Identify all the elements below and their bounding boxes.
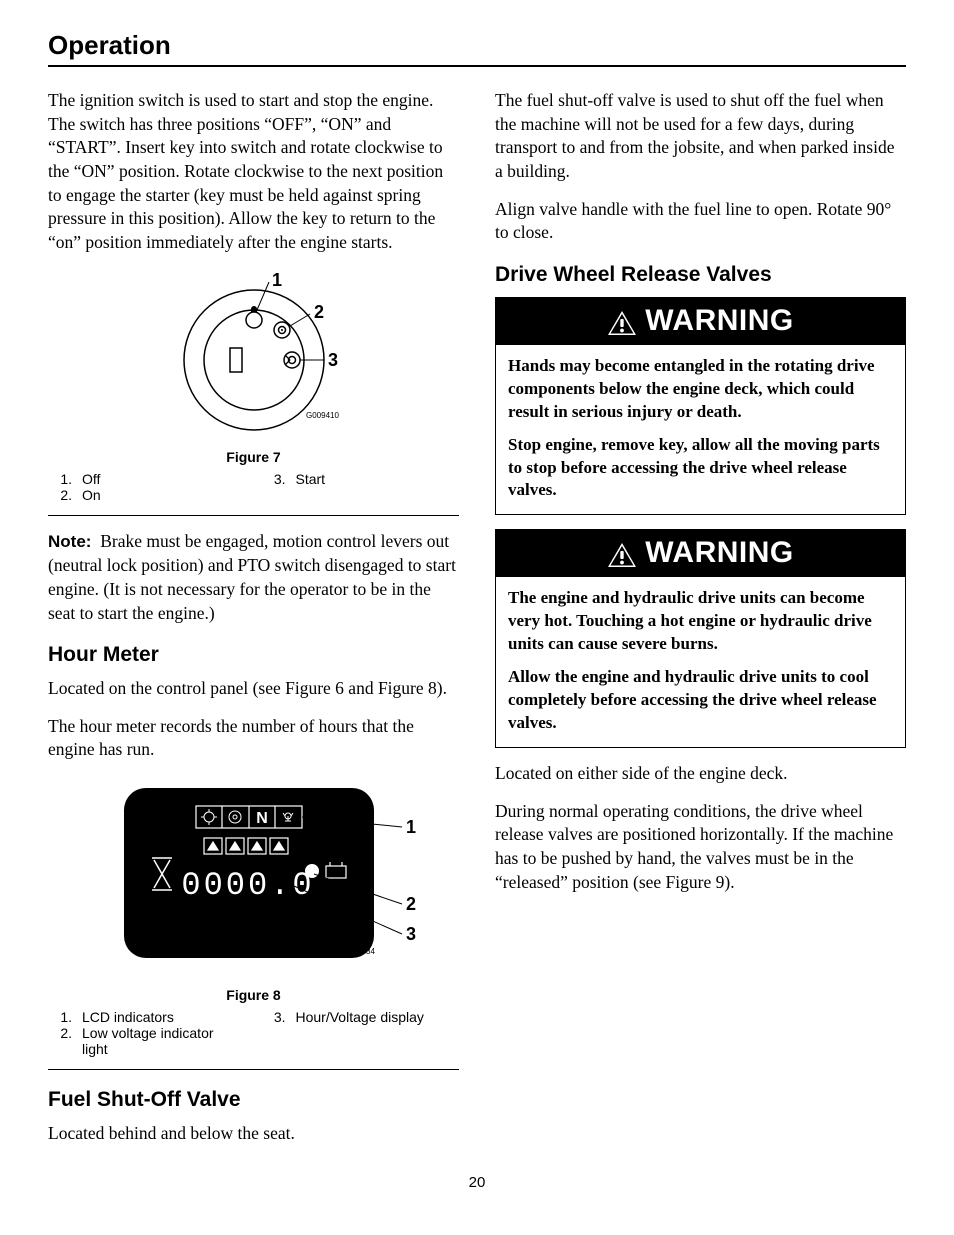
legend-text: Off [82, 471, 242, 487]
note-text: Brake must be engaged, motion control le… [48, 531, 456, 622]
figure-7-caption: Figure 7 [48, 449, 459, 465]
legend-text: LCD indicators [82, 1009, 242, 1025]
legend-text: Start [296, 471, 456, 487]
figure-7: 1 2 3 G009410 Figure 7 [48, 268, 459, 465]
warning-triangle-icon [607, 542, 637, 568]
callout-2: 2 [406, 894, 416, 914]
figure8-refcode: G012334 [342, 947, 375, 956]
neutral-icon: N [256, 810, 268, 827]
drive-wheel-heading: Drive Wheel Release Valves [495, 263, 906, 287]
figure-8: N 0000.0 [48, 776, 459, 1003]
figure7-refcode: G009410 [306, 411, 339, 420]
callout-1: 1 [272, 270, 282, 290]
warning-label: WARNING [645, 304, 794, 337]
drive-p2: During normal operating conditions, the … [495, 800, 906, 895]
legend-text: On [82, 487, 242, 503]
ignition-switch-diagram: 1 2 3 G009410 [114, 268, 394, 438]
hour-display-value: 0000.0 [181, 867, 314, 904]
section-title: Operation [48, 30, 906, 67]
figure-7-legend: 1. Off 2. On 3. Start [48, 471, 459, 516]
left-column: The ignition switch is used to start and… [48, 89, 459, 1160]
warning1-p2: Stop engine, remove key, allow all the m… [508, 434, 893, 503]
warning1-p1: Hands may become entangled in the rotati… [508, 355, 893, 424]
figure-8-caption: Figure 8 [48, 987, 459, 1003]
page-number: 20 [48, 1174, 906, 1191]
legend-num: 3. [266, 471, 286, 487]
warning-banner-1: WARNING [495, 297, 906, 344]
ignition-paragraph: The ignition switch is used to start and… [48, 89, 459, 254]
hour-meter-heading: Hour Meter [48, 643, 459, 667]
callout-1: 1 [406, 817, 416, 837]
note-paragraph: Note: Brake must be engaged, motion cont… [48, 530, 459, 625]
content-columns: The ignition switch is used to start and… [48, 89, 906, 1160]
warning-box-1: Hands may become entangled in the rotati… [495, 344, 906, 516]
legend-text: Hour/Voltage display [296, 1009, 456, 1025]
figure-8-legend: 1. LCD indicators 2. Low voltage indicator… [48, 1009, 459, 1070]
legend-num: 1. [52, 471, 72, 487]
legend-num: 2. [52, 487, 72, 503]
fuel-p3: Align valve handle with the fuel line to… [495, 198, 906, 245]
warning2-p1: The engine and hydraulic drive units can… [508, 587, 893, 656]
hour-meter-p1: Located on the control panel (see Figure… [48, 677, 459, 701]
drive-p1: Located on either side of the engine dec… [495, 762, 906, 786]
legend-num: 1. [52, 1009, 72, 1025]
warning-box-2: The engine and hydraulic drive units can… [495, 576, 906, 748]
warning2-p2: Allow the engine and hydraulic drive uni… [508, 666, 893, 735]
legend-num: 2. [52, 1025, 72, 1057]
legend-num: 3. [266, 1009, 286, 1025]
right-column: The fuel shut-off valve is used to shut … [495, 89, 906, 1160]
fuel-p1: Located behind and below the seat. [48, 1122, 459, 1146]
warning-triangle-icon [607, 310, 637, 336]
hour-meter-diagram: N 0000.0 [74, 776, 434, 976]
callout-3: 3 [328, 350, 338, 370]
callout-3: 3 [406, 924, 416, 944]
fuel-p2: The fuel shut-off valve is used to shut … [495, 89, 906, 184]
hour-meter-p2: The hour meter records the number of hou… [48, 715, 459, 762]
warning-label: WARNING [645, 536, 794, 569]
legend-text: Low voltage indicator light [82, 1025, 242, 1057]
note-label: Note: [48, 532, 91, 551]
warning-banner-2: WARNING [495, 529, 906, 576]
callout-2: 2 [314, 302, 324, 322]
fuel-shutoff-heading: Fuel Shut-Off Valve [48, 1088, 459, 1112]
